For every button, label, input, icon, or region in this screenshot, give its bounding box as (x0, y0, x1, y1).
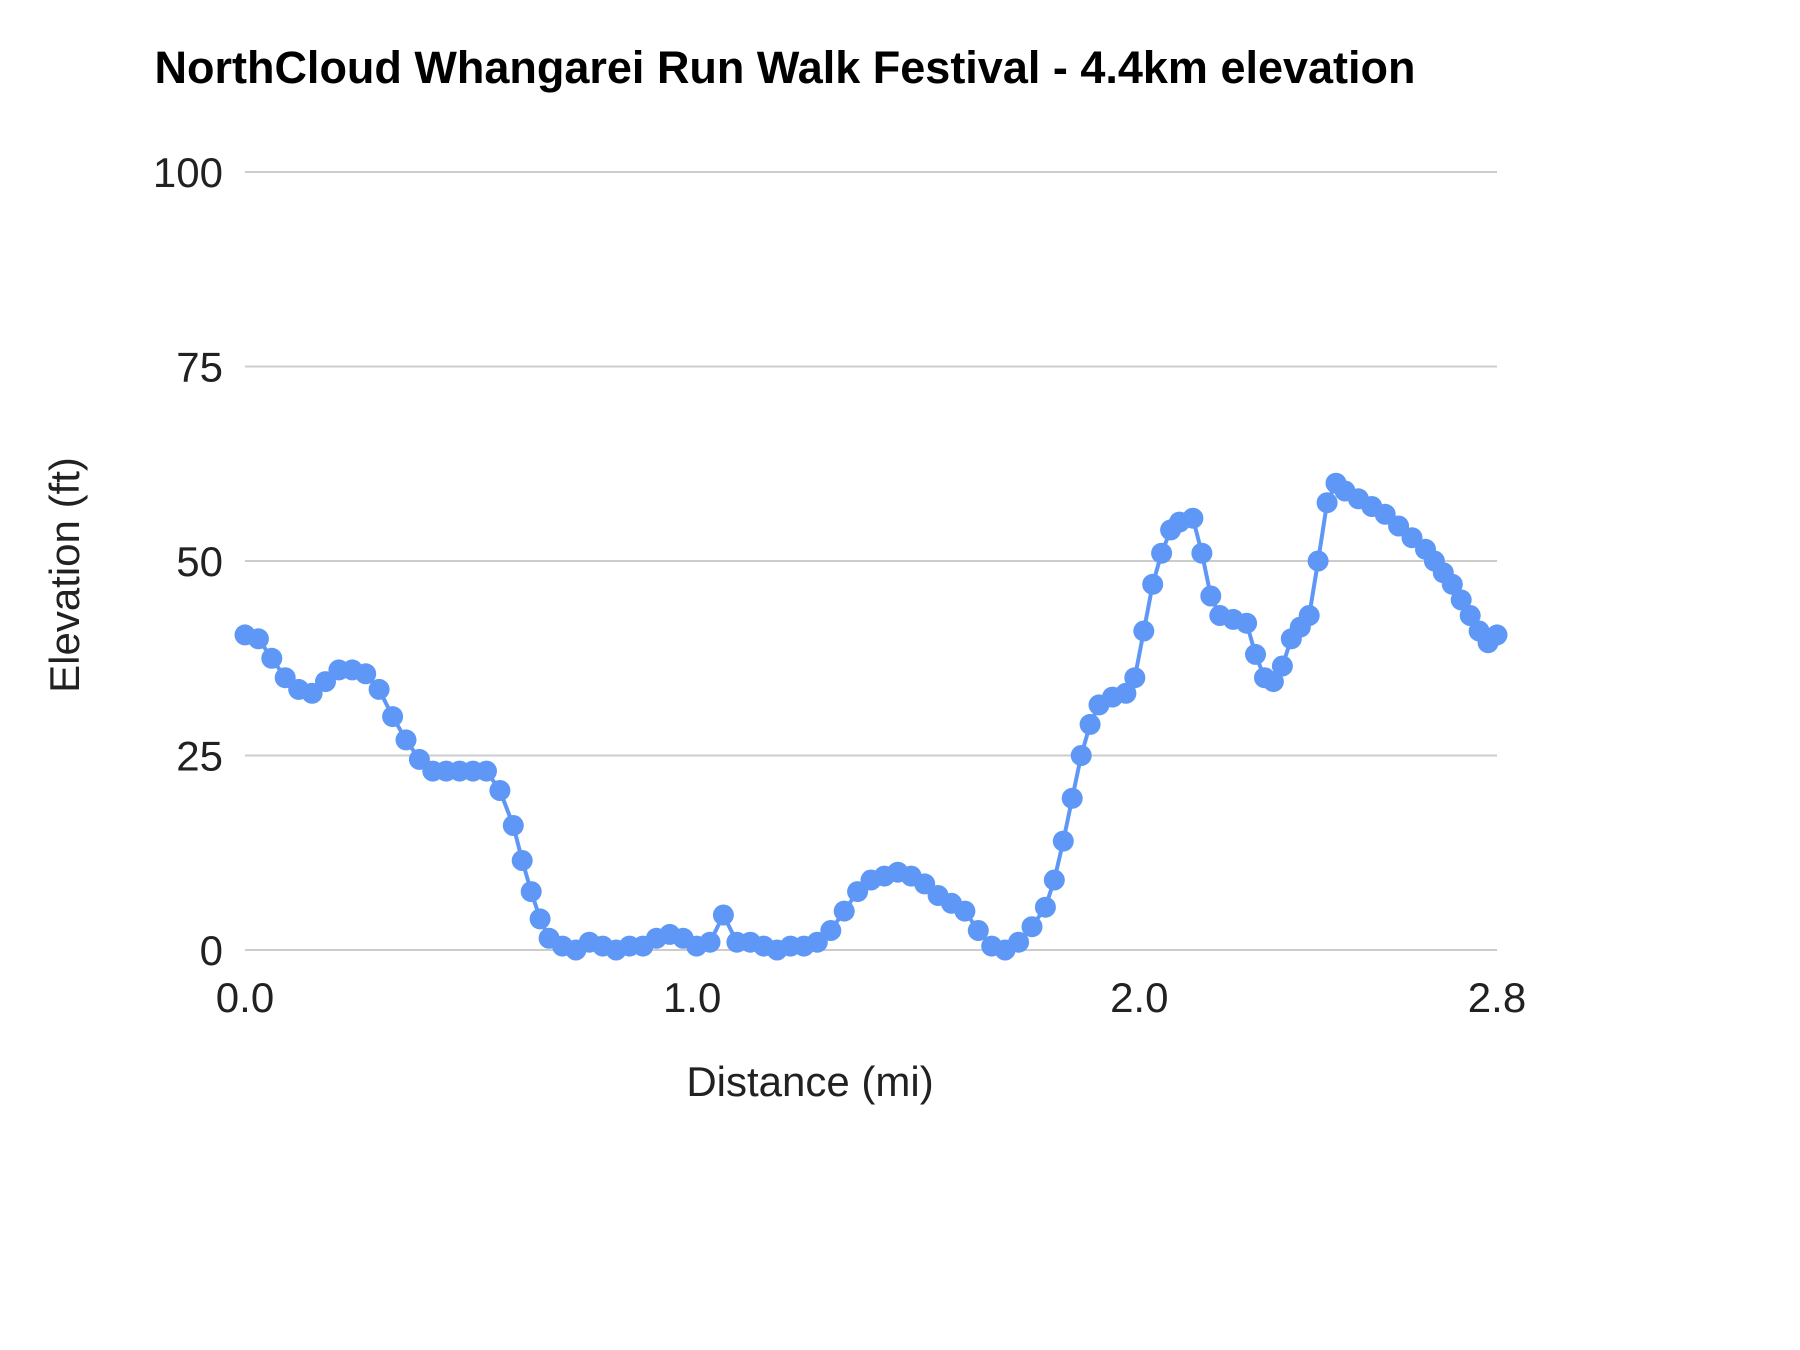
data-point[interactable] (1298, 605, 1320, 626)
data-point[interactable] (954, 900, 976, 922)
chart-title: NorthCloud Whangarei Run Walk Festival -… (154, 42, 1416, 93)
data-point[interactable] (502, 815, 524, 836)
data-point[interactable] (1124, 667, 1146, 689)
data-point[interactable] (1236, 612, 1258, 634)
data-point[interactable] (712, 904, 734, 926)
data-point[interactable] (355, 663, 377, 685)
data-point[interactable] (247, 628, 269, 650)
x-tick-label: 2.0 (1110, 974, 1168, 1021)
data-point[interactable] (1133, 620, 1155, 642)
data-point[interactable] (476, 760, 497, 782)
y-tick-label: 100 (153, 149, 223, 196)
data-point[interactable] (833, 900, 855, 922)
data-point[interactable] (1115, 682, 1137, 704)
data-point[interactable] (1052, 830, 1074, 852)
data-point[interactable] (1245, 643, 1266, 665)
data-point[interactable] (1271, 655, 1293, 677)
data-point[interactable] (699, 931, 721, 953)
data-point[interactable] (368, 678, 390, 700)
data-point[interactable] (1079, 713, 1101, 735)
y-tick-label: 50 (176, 538, 223, 585)
data-point[interactable] (1459, 605, 1481, 626)
data-point[interactable] (1191, 542, 1213, 564)
data-point[interactable] (1070, 745, 1092, 766)
data-point[interactable] (1008, 931, 1030, 953)
data-point[interactable] (529, 908, 551, 930)
data-point[interactable] (1441, 573, 1463, 595)
x-tick-label: 1.0 (663, 974, 721, 1021)
data-point[interactable] (1021, 916, 1043, 938)
data-point[interactable] (820, 920, 842, 941)
data-point[interactable] (967, 920, 989, 941)
data-point[interactable] (1061, 787, 1083, 809)
data-point[interactable] (1043, 869, 1065, 891)
data-point[interactable] (1142, 573, 1164, 595)
data-point[interactable] (261, 647, 283, 669)
data-point[interactable] (1262, 671, 1284, 693)
data-point[interactable] (489, 780, 511, 801)
x-tick-label: 0.0 (216, 974, 274, 1021)
data-point[interactable] (395, 729, 417, 751)
data-point[interactable] (1316, 492, 1338, 514)
data-point[interactable] (382, 706, 404, 728)
data-point[interactable] (1200, 585, 1222, 607)
y-tick-label: 25 (176, 733, 223, 780)
data-point[interactable] (1151, 542, 1173, 564)
data-point[interactable] (1486, 624, 1508, 646)
data-point[interactable] (1034, 896, 1056, 918)
data-point[interactable] (1307, 550, 1329, 572)
data-point[interactable] (1450, 589, 1472, 611)
data-point[interactable] (1182, 507, 1204, 529)
x-axis-title: Distance (mi) (686, 1058, 934, 1105)
x-tick-label: 2.8 (1468, 974, 1526, 1021)
y-tick-label: 0 (200, 927, 223, 974)
data-point[interactable] (520, 881, 542, 903)
y-tick-label: 75 (176, 344, 223, 391)
data-point[interactable] (511, 850, 533, 871)
